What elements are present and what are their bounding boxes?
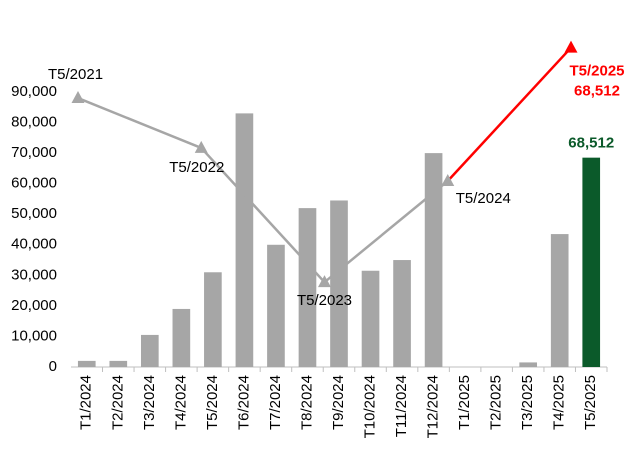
- bar: [550, 234, 569, 367]
- line-marker: [318, 275, 331, 288]
- y-tick-label: 80,000: [11, 114, 57, 131]
- point-label: T5/2025: [569, 63, 624, 80]
- x-tick-label: T1/2024: [78, 375, 95, 430]
- bar: [172, 308, 191, 367]
- y-tick-label: 70,000: [11, 144, 57, 161]
- point-label: T5/2024: [456, 190, 511, 207]
- point-label: T5/2022: [169, 159, 224, 176]
- bar: [361, 270, 380, 367]
- x-tick-label: T3/2025: [519, 375, 536, 430]
- bar-value-label: 68,512: [568, 135, 614, 152]
- x-tick-label: T2/2025: [488, 375, 505, 430]
- x-tick-label: T10/2024: [361, 375, 378, 438]
- y-tick-label: 30,000: [11, 266, 57, 283]
- line-segment: [77, 96, 202, 150]
- line-segment: [200, 147, 326, 284]
- y-tick-label: 50,000: [11, 205, 57, 222]
- x-tick-label: T1/2025: [456, 375, 473, 430]
- point-label: T5/2023: [297, 292, 352, 309]
- point-value-label: 68,512: [574, 83, 620, 100]
- line-segment: [323, 180, 449, 284]
- line-marker: [441, 174, 455, 187]
- x-tick-label: T8/2024: [298, 375, 315, 430]
- bar: [519, 362, 538, 367]
- bar: [235, 113, 254, 367]
- y-tick-label: 90,000: [11, 83, 57, 100]
- bar: [582, 157, 601, 367]
- bar: [393, 260, 411, 367]
- x-tick-label: T11/2024: [393, 375, 410, 437]
- x-tick-label: T3/2024: [141, 375, 158, 430]
- x-tick-label: T5/2025: [582, 375, 599, 430]
- bar: [424, 153, 443, 367]
- bar: [109, 360, 128, 367]
- line-marker: [71, 91, 85, 104]
- bar: [267, 244, 285, 367]
- line-marker: [564, 40, 578, 53]
- point-label: T5/2021: [48, 66, 103, 83]
- x-tick-label: T2/2024: [109, 375, 126, 430]
- y-tick-label: 60,000: [11, 175, 57, 192]
- x-tick-label: T6/2024: [235, 375, 252, 430]
- x-tick-label: T7/2024: [267, 375, 284, 430]
- y-tick-label: 40,000: [11, 236, 57, 253]
- bar: [330, 200, 348, 367]
- y-tick-label: 20,000: [11, 297, 57, 314]
- bar: [204, 272, 222, 367]
- y-tick-label: 0: [49, 358, 57, 375]
- x-tick-label: T4/2025: [551, 375, 568, 430]
- x-tick-label: T12/2024: [425, 375, 442, 438]
- bar: [298, 208, 317, 367]
- bar: [140, 334, 159, 367]
- line-marker: [194, 140, 208, 153]
- y-tick-label: 10,000: [11, 327, 57, 344]
- x-tick-label: T9/2024: [330, 375, 347, 430]
- line-segment: [446, 46, 572, 182]
- x-tick-label: T5/2024: [204, 375, 221, 430]
- x-tick-label: T4/2024: [172, 375, 189, 430]
- bar: [77, 360, 96, 367]
